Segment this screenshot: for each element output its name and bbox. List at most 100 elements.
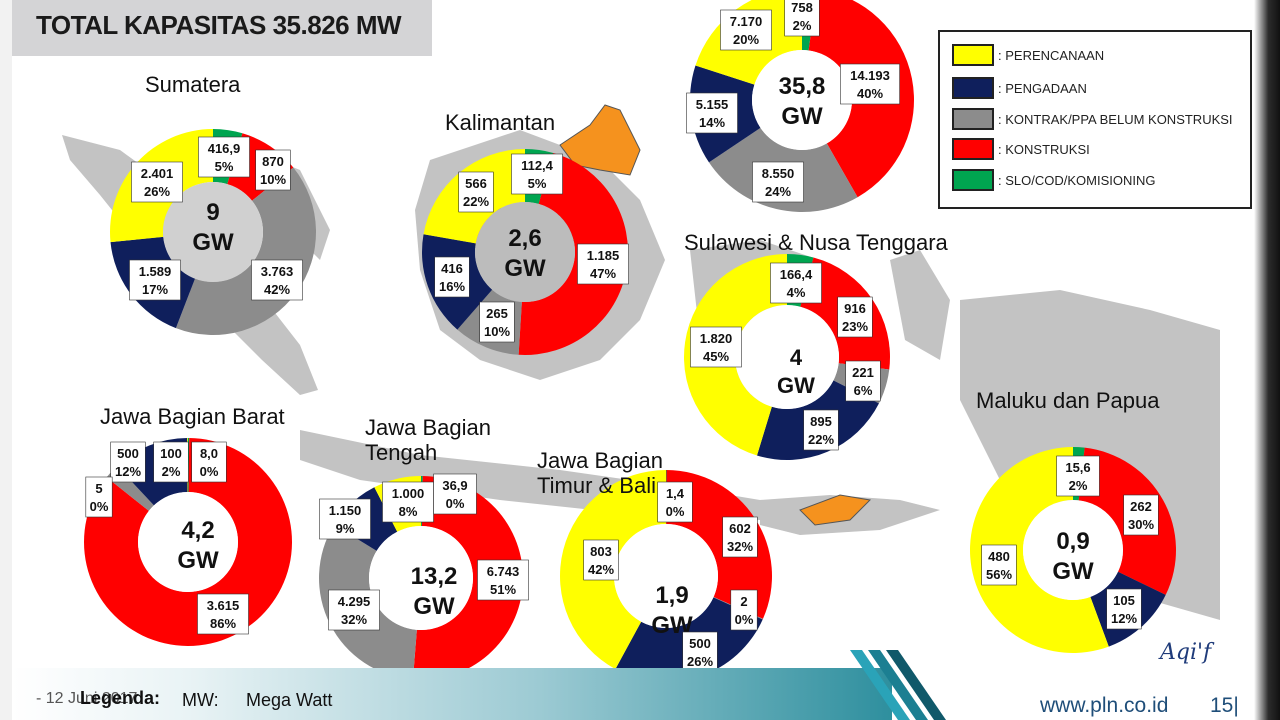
region-label-sulawesi: Sulawesi & Nusa Tenggara: [684, 230, 948, 255]
data-label-box: [682, 631, 718, 673]
data-label-percent: 47%: [590, 266, 616, 281]
region-label-maluku: Maluku dan Papua: [976, 388, 1160, 413]
donut-center-label: GW: [781, 103, 823, 130]
region-label-jawa-barat: Jawa Bagian Barat: [100, 404, 285, 429]
data-label-box: [153, 441, 189, 483]
data-label-percent: 56%: [986, 567, 1012, 582]
signature: Aqi'f: [1160, 640, 1212, 665]
data-label-box: [479, 301, 515, 343]
donut-slice: [412, 476, 524, 681]
data-label-percent: 26%: [144, 184, 170, 199]
donut-hole: [735, 305, 839, 409]
data-label-box: [981, 544, 1017, 586]
data-label-percent: 12%: [1111, 611, 1137, 626]
data-label-box: [840, 63, 900, 105]
data-label-box: [770, 262, 822, 304]
map-timor-leste: [799, 494, 872, 526]
data-label-box: [577, 243, 629, 285]
footer-mw-meaning: Mega Watt: [246, 690, 333, 710]
data-label-percent: 20%: [733, 32, 759, 47]
data-label-percent: 32%: [727, 539, 753, 554]
data-label-value: 602: [729, 521, 751, 536]
donut-center-label: GW: [504, 255, 546, 282]
data-label-box: [845, 360, 881, 402]
data-label-percent: 0%: [90, 499, 109, 514]
donut-center-label: 1,9: [655, 582, 688, 609]
data-label-percent: 0%: [666, 504, 685, 519]
legend-swatch: [952, 169, 994, 191]
legend-label: : SLO/COD/KOMISIONING: [998, 172, 1156, 188]
data-label-percent: 9%: [336, 521, 355, 536]
donut-center-label: 2,6: [508, 225, 541, 252]
data-label-value: 1.589: [139, 264, 172, 279]
donut-hole: [752, 50, 852, 150]
data-label-box: [690, 326, 742, 368]
donut-center-label: GW: [777, 373, 815, 398]
data-label-value: 416: [441, 261, 463, 276]
donut-chart: 4 GW 166,4 4% 916 23% 221 6% 895 22% 1.820 45%: [683, 254, 890, 460]
data-label-percent: 32%: [341, 612, 367, 627]
data-label-box: [433, 473, 477, 515]
data-label-box: [477, 559, 529, 601]
data-label-percent: 42%: [588, 562, 614, 577]
footer-url[interactable]: www.pln.co.id: [1040, 694, 1169, 717]
data-label-value: 500: [117, 446, 139, 461]
donut-hole: [369, 526, 473, 630]
data-label-value: 265: [486, 306, 508, 321]
footer-mw-label: MW:: [182, 690, 219, 710]
donut-hole: [475, 202, 575, 302]
map-maluku: [890, 250, 950, 360]
data-label-percent: 0%: [735, 612, 754, 627]
data-label-percent: 2%: [793, 18, 812, 33]
page-title: TOTAL KAPASITAS 35.826 MW: [36, 10, 402, 40]
data-label-value: 4.295: [338, 594, 371, 609]
legend-item-pengadaan: : PENGADAAN: [952, 77, 1087, 99]
legend-label: : KONTRAK/PPA BELUM KONSTRUKSI: [998, 111, 1233, 127]
data-label-percent: 45%: [703, 349, 729, 364]
legend-label: : PENGADAAN: [998, 80, 1087, 96]
slide-left-edge: [0, 0, 12, 720]
data-label-percent: 51%: [490, 582, 516, 597]
data-label-box: [837, 296, 873, 338]
data-label-box: [657, 481, 693, 523]
data-label-value: 166,4: [780, 267, 813, 282]
data-label-percent: 17%: [142, 282, 168, 297]
data-label-box: [434, 256, 470, 298]
legend-swatch: [952, 108, 994, 130]
data-label-percent: 4%: [787, 285, 806, 300]
data-label-percent: 8%: [399, 504, 418, 519]
data-label-value: 416,9: [208, 141, 241, 156]
data-label-percent: 0%: [446, 496, 465, 511]
region-label-jawa-tengah-line2: Tengah: [365, 440, 438, 465]
region-label-kalimantan: Kalimantan: [445, 110, 556, 135]
data-label-value: 895: [810, 414, 832, 429]
data-label-percent: 5%: [215, 159, 234, 174]
data-label-percent: 22%: [808, 432, 834, 447]
legend-swatch: [952, 77, 994, 99]
data-label-box: [251, 259, 303, 301]
data-label-percent: 10%: [260, 172, 286, 187]
legend-item-perencanaan: : PERENCANAAN: [952, 44, 1104, 66]
data-label-percent: 23%: [842, 319, 868, 334]
data-label-box: [198, 136, 250, 178]
donut-chart: 13,2 GW 36,9 0% 6.743 51% 4.295 32% 1.150 9% 1.000…: [319, 473, 529, 681]
data-label-percent: 26%: [687, 654, 713, 669]
region-label-jawa-timur-line1: Jawa Bagian: [537, 448, 663, 473]
data-label-percent: 10%: [484, 324, 510, 339]
donut-center-label: GW: [177, 547, 219, 574]
data-label-percent: 0%: [200, 464, 219, 479]
donut-center-label: 13,2: [411, 563, 458, 590]
data-label-value: 3.615: [207, 598, 240, 613]
data-label-box: [720, 9, 772, 51]
donut-chart: 9 GW 416,9 5% 870 10% 3.763 42% 1.589 17% 2.401 26%: [110, 129, 316, 335]
data-label-value: 3.763: [261, 264, 294, 279]
data-label-value: 500: [689, 636, 711, 651]
donut-hole: [138, 492, 238, 592]
data-label-value: 100: [160, 446, 182, 461]
data-label-value: 221: [852, 365, 874, 380]
data-label-box: [255, 149, 291, 191]
data-label-value: 1,4: [666, 486, 685, 501]
data-label-value: 916: [844, 301, 866, 316]
